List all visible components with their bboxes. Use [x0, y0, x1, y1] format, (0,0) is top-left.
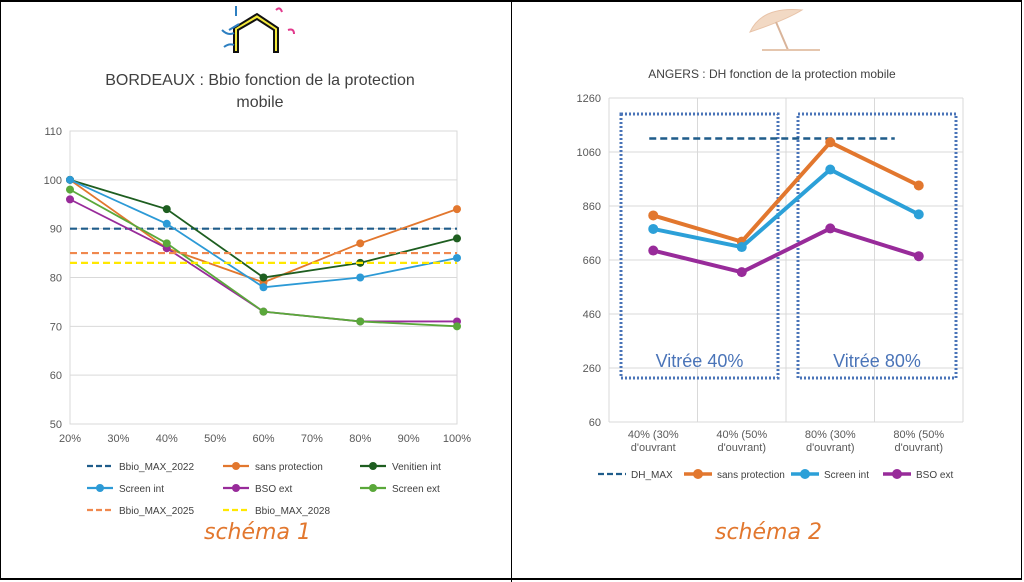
legend-label: sans protection — [717, 470, 785, 481]
data-point — [825, 137, 836, 148]
y-tick-label: 90 — [50, 224, 62, 236]
chart-title: ANGERS : DH fonction de la protection mo… — [648, 67, 896, 81]
data-point — [66, 185, 74, 194]
legend-marker — [693, 469, 703, 479]
x-tick-label: 50% — [204, 433, 226, 445]
legend-marker — [369, 462, 377, 470]
data-point — [453, 205, 461, 214]
annotation-label: Vitrée 80% — [833, 351, 921, 371]
x-tick-label: 40% — [156, 433, 178, 445]
legend-label: Bbio_MAX_2028 — [255, 506, 330, 517]
x-tick-label: 30% — [107, 433, 129, 445]
data-point — [913, 251, 924, 262]
panel-divider — [511, 0, 512, 582]
x-tick-label: d'ouvrant) — [806, 442, 855, 454]
legend-label: DH_MAX — [631, 470, 673, 481]
series-line — [652, 167, 920, 250]
data-point — [913, 209, 924, 220]
y-tick-label: 860 — [583, 201, 601, 213]
data-point — [259, 283, 268, 292]
legend-label: Venitien int — [392, 462, 441, 473]
data-point — [453, 322, 461, 331]
line-chart-angers: 60 260 460 660 860 1060 1260 40% (30%d'ouvrant 4… — [577, 93, 964, 481]
x-tick-label: 40% (30% — [628, 429, 679, 441]
x-tick-label: 80% (50% — [893, 429, 944, 441]
y-tick-label: 50 — [50, 419, 62, 431]
line-chart-bordeaux: 50 60 70 80 90 100 110 20% 30% 40% 50% 60% 70% 80% 90%… — [44, 126, 472, 517]
data-point — [825, 164, 836, 175]
data-point — [259, 307, 268, 316]
data-point — [648, 245, 659, 256]
y-tick-label: 260 — [583, 363, 601, 375]
legend-label: BSO ext — [255, 484, 292, 495]
legend-marker — [96, 484, 104, 492]
x-tick-label: 80% (30% — [805, 429, 856, 441]
x-tick-label: d'ouvrant) — [717, 442, 766, 454]
legend-marker — [800, 469, 810, 479]
legend-marker — [232, 462, 240, 470]
x-tick-label: 20% — [59, 433, 81, 445]
chart-panel-angers: ANGERS : DH fonction de la protection mo… — [512, 0, 1024, 582]
data-point — [66, 195, 74, 204]
data-point — [453, 253, 461, 262]
data-point — [453, 234, 461, 243]
data-point — [356, 273, 365, 282]
house-thermal-icon — [221, 6, 295, 53]
annotation-label: Vitrée 40% — [656, 351, 744, 371]
y-tick-label: 460 — [583, 309, 601, 321]
x-tick-label: 100% — [443, 433, 471, 445]
chart-title-line-1: BORDEAUX : Bbio fonction de la protectio… — [105, 72, 415, 89]
series-line — [652, 140, 920, 244]
y-tick-label: 110 — [44, 126, 62, 138]
data-point — [162, 219, 171, 228]
figure-caption: schéma 2 — [715, 520, 822, 545]
data-point — [825, 223, 836, 234]
chart-title-line-2: mobile — [236, 94, 284, 111]
x-tick-label: 60% — [252, 433, 274, 445]
figure-caption: schéma 1 — [204, 520, 311, 545]
legend-label: Screen int — [119, 484, 164, 495]
data-point — [736, 242, 747, 253]
data-point — [648, 210, 659, 221]
y-tick-label: 60 — [589, 417, 601, 429]
data-point — [356, 317, 365, 326]
chart-title: BORDEAUX : Bbio fonction de la protectio… — [40, 70, 480, 114]
data-point — [648, 223, 659, 234]
x-tick-label: d'ouvrant) — [894, 442, 943, 454]
data-point — [913, 180, 924, 191]
data-point — [66, 175, 74, 184]
y-tick-label: 100 — [44, 175, 62, 187]
legend-label: Screen ext — [392, 484, 440, 495]
x-tick-label: d'ouvrant — [631, 442, 676, 454]
legend-marker — [369, 484, 377, 492]
legend-label: Bbio_MAX_2025 — [119, 506, 194, 517]
series-line — [652, 226, 920, 275]
annotation-box — [619, 112, 780, 380]
x-tick-label: 90% — [398, 433, 420, 445]
chart-panel-bordeaux: BORDEAUX : Bbio fonction de la protectio… — [0, 0, 511, 582]
y-tick-label: 80 — [50, 273, 62, 285]
data-point — [356, 239, 365, 248]
y-tick-label: 60 — [50, 370, 62, 382]
beach-umbrella-icon — [749, 8, 820, 51]
y-tick-label: 1060 — [577, 147, 601, 159]
data-point — [259, 273, 268, 282]
legend-label: BSO ext — [916, 470, 953, 481]
x-tick-label: 40% (50% — [716, 429, 767, 441]
legend-label: Bbio_MAX_2022 — [119, 462, 194, 473]
y-tick-label: 70 — [50, 321, 62, 333]
data-point — [162, 205, 171, 214]
y-tick-label: 660 — [583, 255, 601, 267]
x-tick-label: 80% — [349, 433, 371, 445]
legend-marker — [232, 484, 240, 492]
legend-label: Screen int — [824, 470, 869, 481]
legend-label: sans protection — [255, 462, 323, 473]
y-tick-label: 1260 — [577, 93, 601, 105]
legend-marker — [892, 469, 902, 479]
data-point — [162, 239, 171, 248]
data-point — [736, 267, 747, 278]
x-tick-label: 70% — [301, 433, 323, 445]
